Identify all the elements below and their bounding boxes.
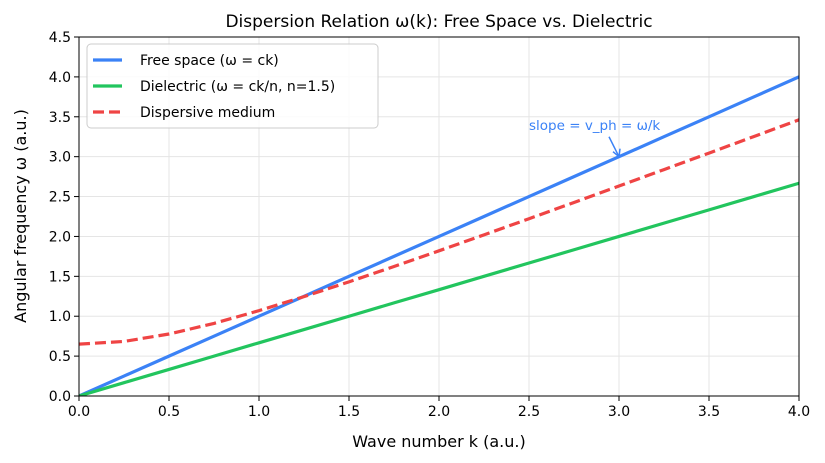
x-tick-label: 3.5 [698,404,720,420]
chart-title: Dispersion Relation ω(k): Free Space vs.… [225,12,652,32]
x-tick-label: 0.5 [158,404,180,420]
y-tick-label: 0.0 [49,389,71,405]
series-line-0 [79,75,799,396]
legend-label-0: Free space (ω = ck) [140,53,279,69]
y-tick-label: 0.5 [49,349,71,365]
x-axis-label: Wave number k (a.u.) [352,432,525,451]
y-tick-label: 1.0 [49,309,71,325]
x-tick-label: 2.5 [518,404,540,420]
x-tick-label: 1.5 [338,404,360,420]
y-tick-label: 4.0 [49,70,71,86]
annotation-text: slope = v_ph = ω/k [529,118,660,134]
y-tick-label: 1.5 [49,269,71,285]
legend: Free space (ω = ck) Dielectric (ω = ck/n,… [86,43,379,129]
x-tick-label: 2.0 [428,404,450,420]
legend-label-2: Dispersive medium [140,105,275,121]
x-tick-label: 3.0 [608,404,630,420]
y-tick-label: 2.0 [49,229,71,245]
x-tick-label: 0.0 [68,404,90,420]
legend-box [86,43,379,129]
y-tick-label: 3.5 [49,110,71,126]
x-tick-label: 1.0 [248,404,270,420]
annotation-arrow [608,136,620,158]
series-line-2 [79,118,799,346]
ticks: 0.0 0.5 1.0 1.5 2.0 2.5 3.0 3.5 4.0 0.0 0.5 1.0 1.5 2… [49,30,810,420]
y-tick-label: 4.5 [49,30,71,46]
x-tick-label: 4.0 [788,404,810,420]
y-axis-label: Angular frequency ω (a.u.) [11,109,30,323]
series-line-1 [79,181,799,396]
y-tick-label: 2.5 [49,190,71,206]
annotation-arrowhead [612,148,621,159]
series-layer [79,75,799,396]
annotation: slope = v_ph = ω/k [529,118,660,159]
y-tick-label: 3.0 [49,150,71,166]
legend-label-1: Dielectric (ω = ck/n, n=1.5) [140,79,335,95]
